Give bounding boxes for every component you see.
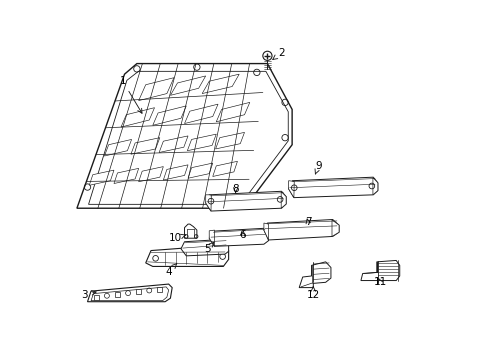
Polygon shape [170,76,205,95]
Polygon shape [202,74,239,94]
Polygon shape [331,220,338,237]
Text: 6: 6 [239,230,245,240]
Polygon shape [136,289,141,294]
Polygon shape [131,138,160,154]
Polygon shape [89,170,114,185]
Polygon shape [139,167,163,182]
Polygon shape [94,294,99,300]
Text: 3: 3 [81,290,96,300]
Polygon shape [114,168,139,184]
Text: 5: 5 [203,242,213,254]
Polygon shape [299,262,330,288]
Polygon shape [205,191,285,211]
Polygon shape [205,195,211,211]
Polygon shape [145,245,228,266]
Polygon shape [288,181,294,198]
Polygon shape [115,292,120,297]
Text: 4: 4 [165,264,177,277]
Polygon shape [88,71,287,204]
Polygon shape [212,161,237,176]
Polygon shape [152,106,186,125]
Polygon shape [360,260,399,280]
Polygon shape [104,139,131,156]
Polygon shape [87,284,172,302]
Polygon shape [264,223,268,240]
Polygon shape [157,287,162,292]
Text: 2: 2 [272,48,285,59]
Text: 1: 1 [119,76,142,113]
Polygon shape [187,134,216,151]
Text: 7: 7 [304,217,311,227]
Polygon shape [288,177,377,198]
Polygon shape [209,230,214,246]
Polygon shape [215,132,244,149]
Polygon shape [184,224,197,238]
Polygon shape [139,78,174,100]
Polygon shape [77,64,291,208]
Polygon shape [264,220,338,240]
Polygon shape [163,165,188,180]
Polygon shape [184,104,218,123]
Polygon shape [159,136,188,153]
Text: 9: 9 [314,161,321,174]
Text: 12: 12 [306,287,319,300]
Polygon shape [91,287,168,301]
Text: 8: 8 [232,184,239,194]
Polygon shape [372,177,377,195]
Text: 10: 10 [169,233,185,243]
Polygon shape [121,108,154,127]
Polygon shape [181,239,228,256]
Polygon shape [281,192,285,208]
Polygon shape [209,228,268,246]
Text: 11: 11 [373,277,386,287]
Polygon shape [216,102,249,122]
Polygon shape [188,163,212,178]
